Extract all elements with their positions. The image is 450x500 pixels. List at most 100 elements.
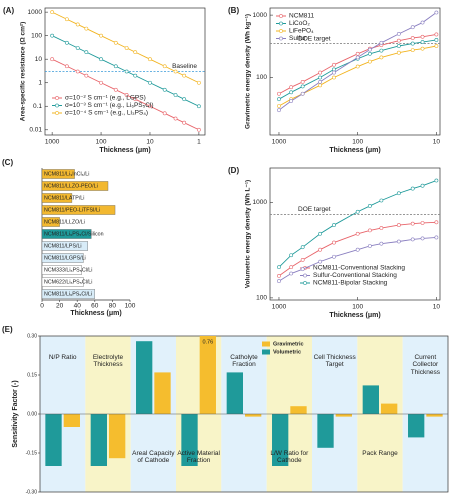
- legend-marker: [279, 36, 283, 41]
- y-tick-label: 100: [256, 295, 267, 302]
- bar: [317, 414, 334, 448]
- bar: [41, 229, 92, 239]
- data-point: [133, 50, 138, 55]
- data-point: [318, 75, 323, 80]
- data-point: [50, 33, 55, 38]
- bar: [290, 406, 307, 414]
- y-axis-label: Sensitivity Factor (-): [12, 380, 19, 447]
- data-point: [396, 32, 401, 36]
- data-point: [162, 64, 167, 69]
- data-point: [410, 41, 415, 46]
- data-point: [434, 235, 439, 240]
- bar: [41, 205, 116, 215]
- y-tick-label: 1: [38, 79, 42, 86]
- x-tick-label: 40: [74, 303, 82, 310]
- data-point: [64, 40, 69, 45]
- data-point: [332, 223, 336, 227]
- data-point: [355, 247, 360, 252]
- data-point: [99, 57, 103, 62]
- data-point: [289, 265, 294, 270]
- data-point: [367, 244, 372, 248]
- bar: [41, 289, 95, 299]
- data-point: [434, 44, 439, 48]
- data-point: [410, 237, 415, 242]
- data-point: [379, 241, 384, 246]
- legend-label: LiCoO₂: [289, 20, 310, 27]
- reference-label: Baseline: [172, 63, 197, 70]
- panel-label: (D): [228, 166, 239, 175]
- data-point: [182, 120, 187, 125]
- bar: [41, 241, 88, 251]
- data-point: [434, 220, 439, 225]
- y-axis-label: Area-specific resistance (Ω cm²): [20, 22, 27, 122]
- bar: [41, 217, 60, 227]
- data-point: [173, 69, 178, 74]
- bar-label: NCM811/PEO-LiTFSI/Li: [44, 207, 100, 213]
- category-label: Pack Range: [362, 450, 398, 457]
- x-axis-label: Thickness (μm): [329, 312, 380, 319]
- data-point: [355, 64, 360, 69]
- data-point: [367, 47, 372, 52]
- data-point: [289, 85, 294, 90]
- y-tick-label: 0.30: [27, 333, 37, 339]
- category-label: Cell Thickness Target: [313, 354, 356, 369]
- data-point: [196, 104, 201, 109]
- data-point: [124, 69, 129, 74]
- data-point: [379, 55, 384, 60]
- data-point: [113, 64, 118, 69]
- legend-marker: [279, 14, 283, 18]
- data-point: [379, 198, 384, 203]
- bar-label: NCM811/LLZO/Li: [44, 219, 85, 225]
- data-point: [289, 90, 294, 95]
- data-label: 0.76: [202, 339, 213, 345]
- data-point: [318, 247, 323, 252]
- data-point: [196, 80, 201, 85]
- data-point: [318, 83, 323, 88]
- data-point: [300, 245, 305, 250]
- legend-label: Sulfur-Conventional Stacking: [313, 272, 397, 279]
- data-point: [182, 73, 187, 78]
- bar-label: NCM811/LATP/Li: [44, 195, 84, 201]
- data-point: [318, 259, 323, 264]
- data-point: [355, 51, 360, 56]
- data-point: [50, 57, 55, 62]
- data-point: [410, 36, 415, 40]
- data-point: [367, 204, 372, 208]
- data-point: [396, 223, 401, 227]
- legend-label: Gravimetric: [273, 341, 304, 347]
- bar-label: NCM333/Li₆PS₅Cl/Li: [44, 267, 92, 273]
- data-point: [396, 50, 401, 55]
- plot-frame: [269, 7, 441, 136]
- data-point: [84, 73, 89, 78]
- data-point: [196, 127, 201, 132]
- data-point: [289, 99, 294, 103]
- data-point: [420, 46, 425, 51]
- data-point: [289, 253, 294, 258]
- y-tick-label: 0.00: [27, 411, 37, 417]
- data-point: [148, 104, 152, 109]
- bar: [154, 372, 171, 414]
- bar: [63, 414, 80, 427]
- y-tick-label: 100: [256, 74, 267, 81]
- data-point: [148, 80, 152, 85]
- reference-label: DOE target: [298, 35, 331, 42]
- legend-label: NCM811-Conventional Stacking: [313, 265, 405, 272]
- bar: [136, 341, 153, 414]
- y-tick-label: 10: [35, 56, 43, 63]
- category-label: Active Material Fraction: [177, 450, 220, 465]
- x-tick-label: 100: [352, 304, 363, 311]
- data-point: [332, 254, 336, 259]
- data-point: [75, 46, 80, 50]
- bar: [45, 414, 62, 466]
- y-tick-label: -0.30: [26, 489, 38, 495]
- category-label: Areal Capacity of Cathode: [132, 450, 175, 465]
- data-point: [300, 80, 305, 84]
- data-point: [300, 267, 305, 272]
- x-tick-label: 100: [125, 303, 136, 310]
- data-point: [162, 87, 167, 92]
- data-point: [300, 258, 305, 262]
- y-tick-label: -0.15: [26, 450, 38, 456]
- data-point: [300, 91, 305, 96]
- legend-marker: [279, 29, 283, 33]
- bar: [41, 193, 73, 203]
